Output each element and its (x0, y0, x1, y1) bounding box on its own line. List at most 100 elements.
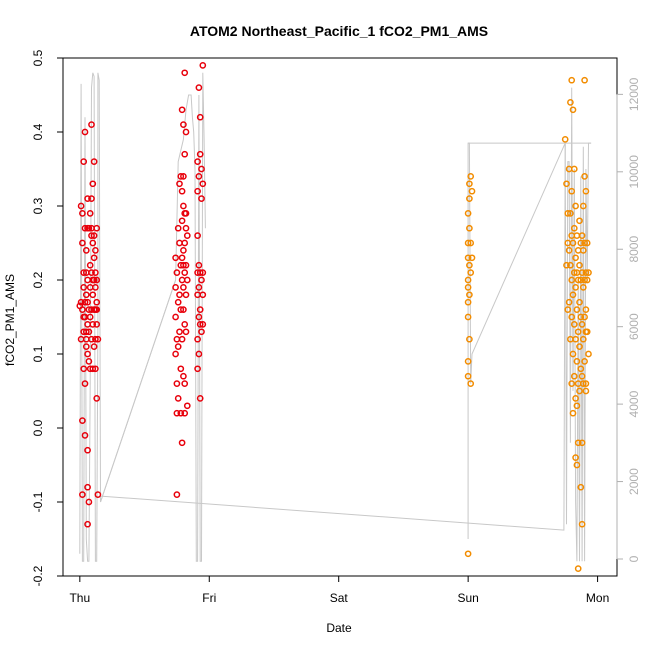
data-point-orange (579, 247, 587, 254)
data-point-red (195, 173, 203, 180)
data-point-orange (576, 298, 583, 306)
data-point-orange (578, 232, 586, 239)
data-point-red (90, 254, 98, 262)
data-point-orange (573, 306, 581, 313)
data-point-orange (578, 439, 586, 447)
data-point-red (82, 247, 90, 254)
data-point-orange (573, 402, 581, 410)
data-point-red (181, 269, 189, 276)
data-point-red (198, 328, 205, 336)
data-point-red (89, 239, 97, 247)
x-tick-label: Sat (330, 591, 349, 605)
chart-title: ATOM2 Northeast_Pacific_1 fCO2_PM1_AMS (190, 23, 488, 39)
y-tick-label: 0.2 (31, 271, 45, 288)
data-point-orange (581, 76, 588, 84)
data-point-orange (568, 187, 576, 195)
data-point-orange (573, 461, 581, 469)
data-point-orange (570, 224, 578, 232)
data-point-red (79, 306, 86, 313)
y-tick-label: -0.1 (31, 491, 45, 512)
data-point-orange (570, 372, 578, 380)
data-point-orange (468, 254, 476, 262)
data-point-orange (576, 343, 583, 350)
y2-tick-label: 6000 (627, 313, 641, 340)
data-point-orange (579, 202, 587, 210)
x-tick-label: Fri (202, 591, 216, 605)
data-point-orange (577, 365, 585, 373)
data-point-orange (563, 180, 570, 188)
data-point-orange (582, 306, 590, 313)
lines-layer (79, 72, 592, 562)
data-point-orange (568, 76, 576, 84)
data-point-red (90, 232, 98, 239)
data-point-red (89, 291, 97, 299)
data-point-red (92, 365, 99, 373)
data-point-orange (464, 210, 472, 217)
data-point-orange (565, 247, 573, 254)
data-point-orange (464, 284, 472, 291)
data-point-red (195, 261, 203, 269)
data-point-orange (572, 202, 579, 210)
y2-tick-label: 12000 (627, 77, 641, 111)
data-point-red (199, 62, 207, 69)
data-point-orange (464, 276, 472, 284)
points-layer (76, 62, 592, 572)
data-point-orange (467, 269, 475, 276)
data-point-red (93, 298, 101, 306)
data-point-red (174, 298, 182, 306)
data-point-red (196, 150, 204, 158)
data-point-orange (466, 180, 473, 188)
data-point-orange (570, 269, 578, 276)
data-point-orange (576, 261, 583, 269)
data-point-red (85, 224, 93, 232)
y2-tick-label: 8000 (627, 236, 641, 263)
data-point-orange (578, 269, 586, 276)
data-point-red (80, 269, 88, 276)
data-point-orange (574, 565, 582, 572)
data-point-orange (577, 483, 585, 491)
data-point-orange (583, 328, 591, 336)
data-point-red (178, 439, 186, 447)
data-point-red (173, 491, 181, 498)
data-point-red (181, 150, 189, 158)
data-point-red (195, 284, 203, 291)
data-point-red (195, 313, 203, 321)
data-point-orange (576, 217, 583, 225)
data-point-red (196, 306, 204, 313)
data-point-red (182, 224, 190, 232)
data-point-orange (568, 380, 576, 387)
data-point-red (89, 321, 97, 328)
data-point-red (85, 358, 93, 365)
data-point-orange (567, 210, 574, 217)
data-point-orange (585, 350, 592, 358)
data-point-red (84, 350, 91, 358)
data-point-orange (572, 254, 579, 262)
data-point-red (180, 372, 187, 380)
data-point-red (194, 335, 201, 343)
data-point-red (94, 335, 102, 343)
data-point-red (183, 232, 191, 239)
data-point-orange (467, 380, 475, 387)
data-point-red (180, 306, 187, 313)
y-tick-label: 0.1 (31, 345, 45, 362)
data-point-red (84, 195, 91, 202)
data-point-red (90, 158, 98, 165)
data-point-orange (582, 269, 590, 276)
data-point-orange (572, 454, 579, 461)
data-point-orange (578, 321, 586, 328)
data-point-red (81, 128, 89, 136)
axes-layer: Thu Fri Sat Sun Mon -0.2 -0.1 0.0 0.1 0.2 0.3 0.4 0.… (31, 49, 641, 605)
data-point-orange (569, 350, 577, 358)
data-point-red (89, 180, 97, 188)
data-point-red (80, 365, 88, 373)
data-point-orange (464, 358, 472, 365)
data-point-orange (577, 239, 585, 247)
data-point-orange (578, 372, 586, 380)
data-point-red (177, 173, 185, 180)
data-point-red (183, 276, 191, 284)
data-point-orange (581, 276, 588, 284)
data-point-red (88, 335, 95, 343)
data-point-red (178, 254, 186, 262)
data-point-red (84, 446, 91, 454)
y2-tick-label: 0 (627, 555, 641, 562)
